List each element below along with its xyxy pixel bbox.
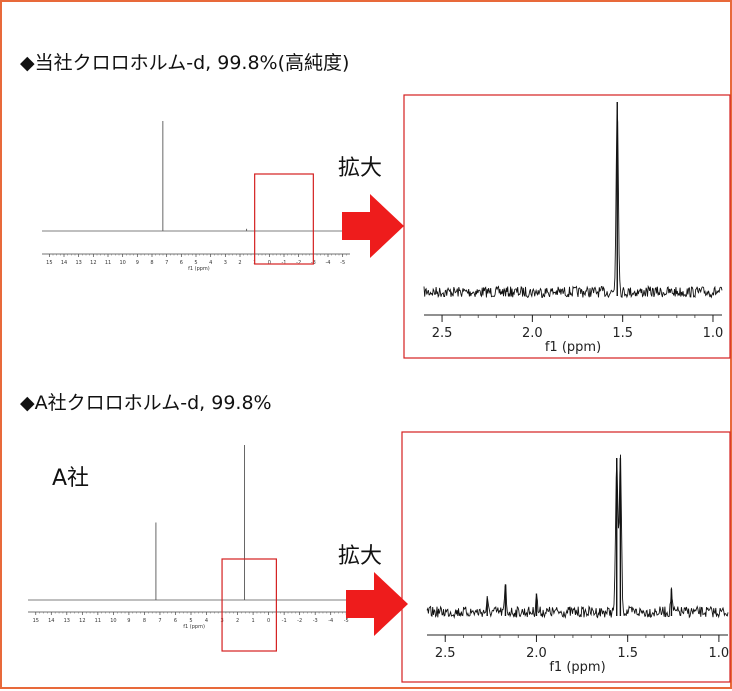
top-full-group: 15 14 13 12 11 10 9 8 7 6 5 4 3 2 1 0 -1 -2 -3 -4 -5f1 (ppm) xyxy=(42,121,350,272)
company-label: A社 xyxy=(52,466,90,491)
zoom-label-bottom: 拡大 xyxy=(338,544,383,569)
zoom-label-top: 拡大 xyxy=(338,156,383,181)
x-axis-title: f1 (ppm) xyxy=(183,624,205,630)
bottom-zoom-group: 2.5 2.0 1.5 1.0 f1 (ppm) xyxy=(401,431,731,683)
highlight-box xyxy=(221,558,277,652)
x-tick-label: 0 xyxy=(267,618,270,624)
x-tick-label: 13 xyxy=(75,260,81,266)
x-tick-label: 4 xyxy=(205,618,208,624)
x-axis-title: f1 (ppm) xyxy=(545,340,601,355)
x-axis-title: f1 (ppm) xyxy=(188,266,210,272)
x-tick-label: 5 xyxy=(189,618,192,624)
x-tick-label: -4 xyxy=(326,260,331,266)
highlight-box xyxy=(254,173,314,265)
x-tick-label: 2.0 xyxy=(522,326,543,341)
zoom-arrow-bottom xyxy=(346,572,408,636)
x-tick-label: 9 xyxy=(136,260,139,266)
bottom-full-group: 15 14 13 12 11 10 9 8 7 6 5 4 3 2 1 0 -1 -2 -3 -4 -5f1 (ppm) xyxy=(28,445,354,652)
x-tick-label: 1.5 xyxy=(612,326,633,341)
x-tick-label: 6 xyxy=(174,618,177,624)
zoom-box xyxy=(401,431,731,683)
x-tick-label: -4 xyxy=(328,618,333,624)
x-tick-label: 15 xyxy=(33,618,39,624)
spectrum-trace xyxy=(426,454,729,619)
heading-top: ◆当社クロロホルム-d, 99.8%(高純度) xyxy=(20,52,350,74)
x-tick-label: 1.0 xyxy=(703,326,724,341)
x-tick-label: -1 xyxy=(282,618,287,624)
x-tick-label: -5 xyxy=(344,618,349,624)
x-tick-label: 5 xyxy=(194,260,197,266)
heading-bottom: ◆A社クロロホルム-d, 99.8% xyxy=(20,392,272,414)
x-tick-label: 7 xyxy=(165,260,168,266)
x-tick-label: 2 xyxy=(238,260,241,266)
x-tick-label: -2 xyxy=(297,618,302,624)
x-tick-label: 1.5 xyxy=(617,646,638,661)
x-tick-label: 2 xyxy=(236,618,239,624)
x-tick-label: 15 xyxy=(46,260,52,266)
x-tick-label: 9 xyxy=(127,618,130,624)
zoom-arrow-top xyxy=(342,194,404,258)
x-tick-label: 11 xyxy=(95,618,101,624)
x-tick-label: 8 xyxy=(150,260,153,266)
x-tick-label: 2.5 xyxy=(435,646,456,661)
x-tick-label: 10 xyxy=(110,618,116,624)
x-tick-label: 12 xyxy=(90,260,96,266)
x-tick-label: 7 xyxy=(158,618,161,624)
x-tick-label: -3 xyxy=(313,618,318,624)
x-tick-label: 6 xyxy=(180,260,183,266)
x-tick-label: 11 xyxy=(105,260,111,266)
x-tick-label: 2.0 xyxy=(526,646,547,661)
x-tick-label: 14 xyxy=(48,618,54,624)
x-tick-label: 10 xyxy=(119,260,125,266)
x-tick-label: 1 xyxy=(252,618,255,624)
x-axis-title: f1 (ppm) xyxy=(549,660,605,675)
x-tick-label: 12 xyxy=(79,618,85,624)
x-tick-label: 14 xyxy=(61,260,67,266)
x-tick-label: -5 xyxy=(340,260,345,266)
x-tick-label: 0 xyxy=(268,260,271,266)
x-tick-label: 3 xyxy=(224,260,227,266)
top-zoom-group: 2.5 2.0 1.5 1.0 f1 (ppm) xyxy=(403,94,731,359)
x-tick-label: 4 xyxy=(209,260,212,266)
x-tick-label: 13 xyxy=(64,618,70,624)
zoom-box xyxy=(403,94,731,359)
x-tick-label: -1 xyxy=(282,260,287,266)
x-tick-label: 8 xyxy=(143,618,146,624)
x-tick-label: 1.0 xyxy=(709,646,730,661)
x-tick-label: 2.5 xyxy=(432,326,453,341)
spectrum-trace xyxy=(423,109,723,299)
x-tick-label: -2 xyxy=(296,260,301,266)
